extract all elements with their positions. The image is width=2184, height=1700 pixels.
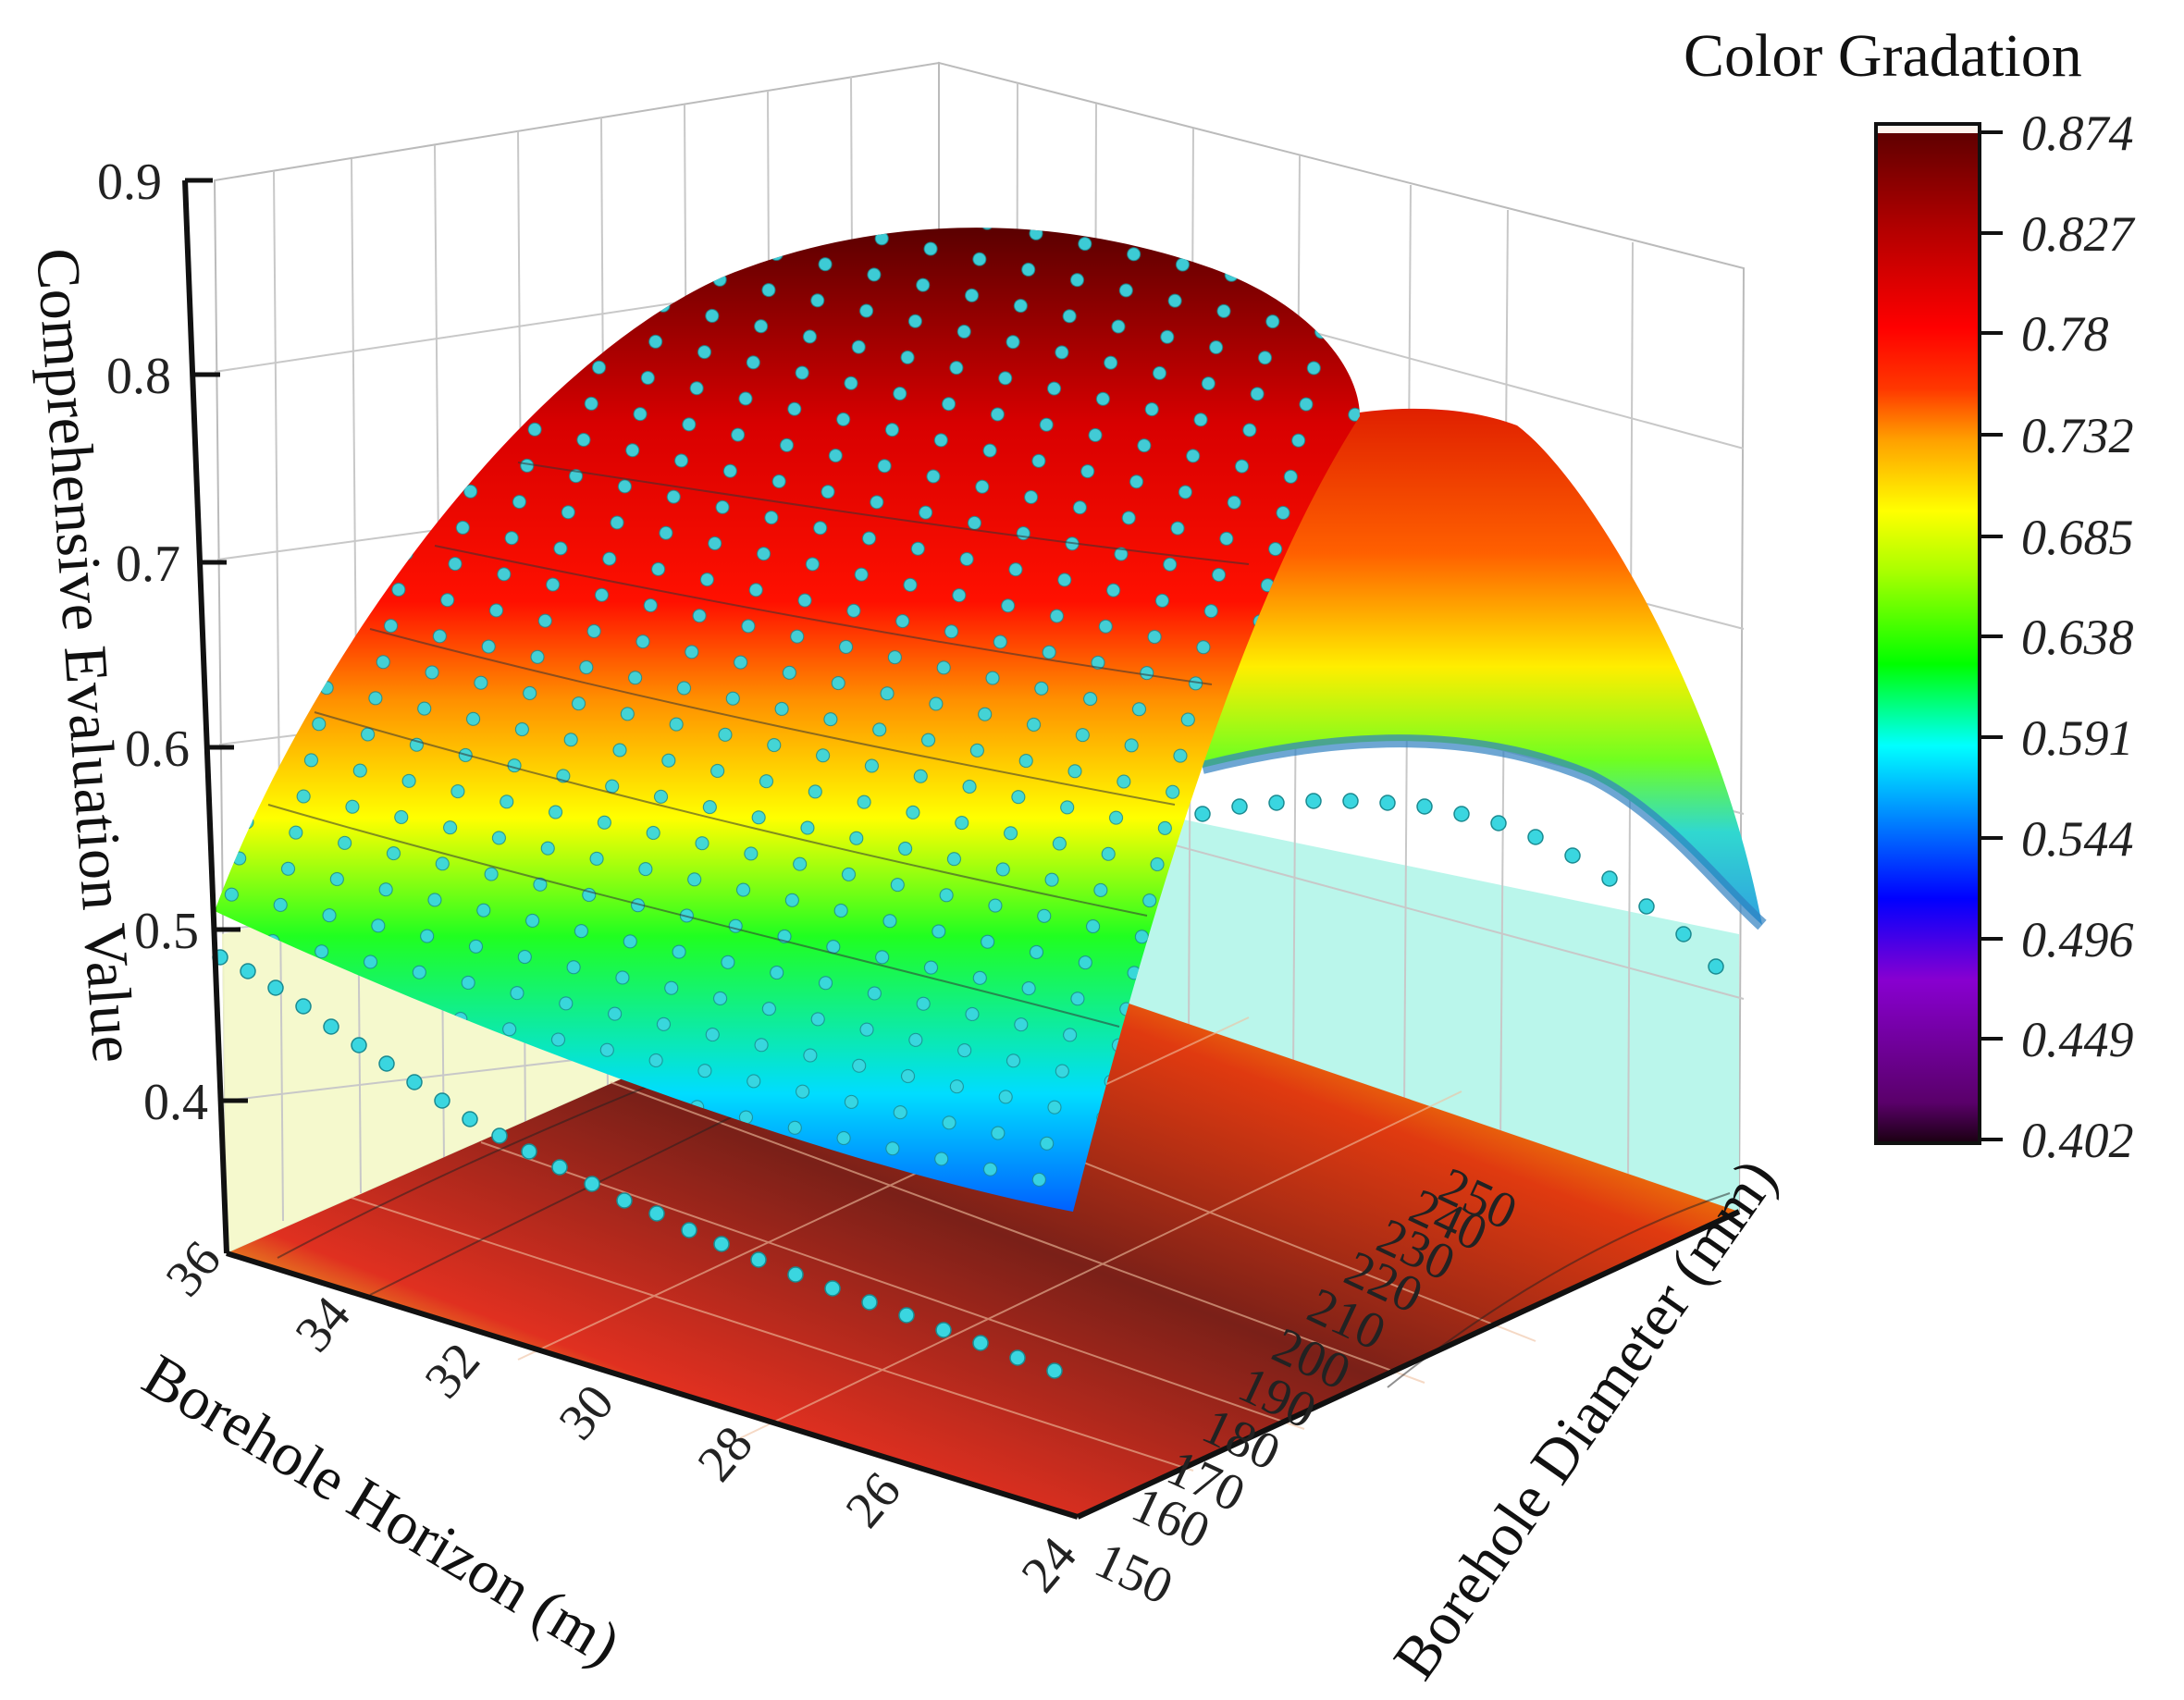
z-tick-0.7: 0.7 xyxy=(116,536,180,593)
axis-lines xyxy=(182,179,1741,1520)
colorbar-title: Color Gradation xyxy=(1684,22,2082,90)
z-tick-0.6: 0.6 xyxy=(125,721,190,778)
surface-main-dome xyxy=(215,228,1360,1212)
colorbar-gradient xyxy=(1874,122,1981,1145)
colorbar: Color Gradation 0.874 0.827 0.78 0.732 0… xyxy=(1684,22,2136,1168)
z-tick-0.9: 0.9 xyxy=(97,154,162,211)
colorbar-tick-5: 0.638 xyxy=(2021,610,2134,665)
z-tick-0.5: 0.5 xyxy=(134,903,199,960)
colorbar-tick-1: 0.827 xyxy=(2021,206,2136,262)
colorbar-tick-6: 0.591 xyxy=(2021,710,2134,766)
colorbar-tick-8: 0.496 xyxy=(2021,912,2134,967)
colorbar-tick-10: 0.402 xyxy=(2021,1113,2134,1168)
colorbar-tick-7: 0.544 xyxy=(2021,811,2134,867)
x-tick-30: 30 xyxy=(548,1374,624,1451)
wall-projection-markers-right xyxy=(1194,793,1724,975)
x-tick-24: 24 xyxy=(1010,1527,1087,1604)
surface-rear-section xyxy=(1201,408,1767,930)
x-tick-28: 28 xyxy=(686,1416,763,1493)
x-tick-32: 32 xyxy=(413,1333,490,1410)
colorbar-tick-3: 0.732 xyxy=(2021,408,2134,463)
colorbar-tick-2: 0.78 xyxy=(2021,306,2109,362)
z-tick-0.4: 0.4 xyxy=(143,1074,208,1131)
colorbar-tick-9: 0.449 xyxy=(2021,1012,2134,1067)
x-axis-title: Borehole Horizon (m) xyxy=(131,1341,631,1679)
z-tick-0.8: 0.8 xyxy=(106,348,171,405)
x-tick-26: 26 xyxy=(834,1462,911,1539)
colorbar-tick-4: 0.685 xyxy=(2021,510,2134,565)
x-tick-36: 36 xyxy=(154,1231,231,1308)
colorbar-tick-0: 0.874 xyxy=(2021,105,2134,161)
x-tick-34: 34 xyxy=(284,1287,361,1363)
wall-projection-markers-left xyxy=(212,949,1063,1379)
